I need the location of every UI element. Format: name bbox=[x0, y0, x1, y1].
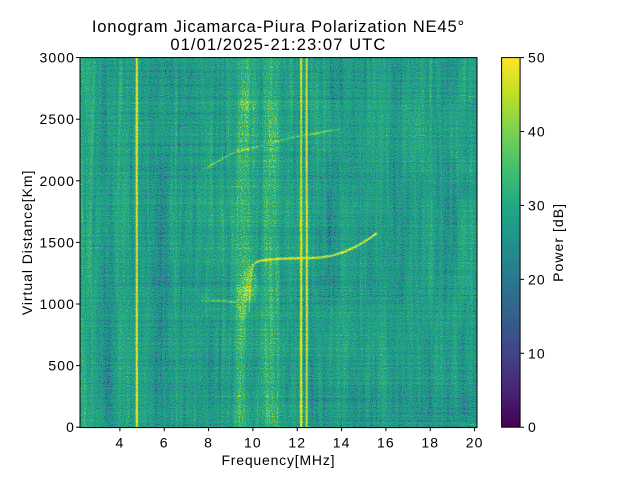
svg-text:30: 30 bbox=[528, 197, 546, 213]
svg-text:20: 20 bbox=[466, 435, 484, 451]
svg-text:0: 0 bbox=[66, 419, 75, 435]
svg-text:8: 8 bbox=[204, 435, 213, 451]
svg-text:10: 10 bbox=[528, 345, 546, 361]
svg-text:50: 50 bbox=[528, 50, 546, 66]
svg-text:0: 0 bbox=[528, 419, 537, 435]
svg-text:40: 40 bbox=[528, 124, 546, 140]
svg-text:6: 6 bbox=[160, 435, 169, 451]
svg-text:Frequency[MHz]: Frequency[MHz] bbox=[221, 452, 335, 468]
svg-text:18: 18 bbox=[421, 435, 439, 451]
svg-text:500: 500 bbox=[48, 358, 75, 374]
svg-text:Power [dB]: Power [dB] bbox=[550, 203, 566, 282]
svg-text:1000: 1000 bbox=[39, 296, 75, 312]
svg-text:Virtual Distance[Km]: Virtual Distance[Km] bbox=[19, 170, 35, 316]
svg-text:10: 10 bbox=[244, 435, 262, 451]
svg-text:2500: 2500 bbox=[39, 111, 75, 127]
svg-text:12: 12 bbox=[288, 435, 306, 451]
svg-text:4: 4 bbox=[115, 435, 124, 451]
svg-text:20: 20 bbox=[528, 271, 546, 287]
svg-text:2000: 2000 bbox=[39, 173, 75, 189]
svg-text:3000: 3000 bbox=[39, 50, 75, 66]
svg-text:Ionogram Jicamarca-Piura Polar: Ionogram Jicamarca-Piura Polarization NE… bbox=[92, 17, 465, 36]
svg-text:14: 14 bbox=[333, 435, 351, 451]
svg-text:16: 16 bbox=[377, 435, 395, 451]
svg-text:1500: 1500 bbox=[39, 234, 75, 250]
svg-text:01/01/2025-21:23:07 UTC: 01/01/2025-21:23:07 UTC bbox=[170, 35, 386, 54]
